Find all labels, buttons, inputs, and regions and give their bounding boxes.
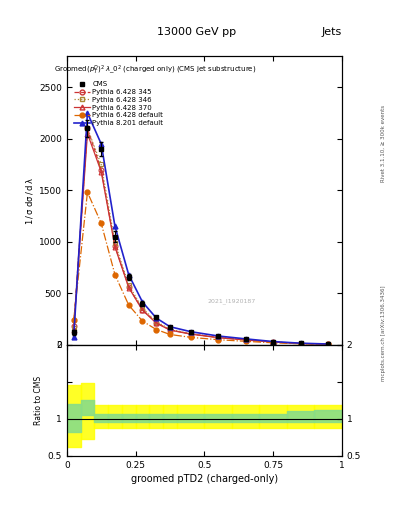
Pythia 8.201 default (154, 315, 159, 321)
Pythia 6.428 370 (188, 331, 193, 337)
Pythia 6.428 370 (216, 334, 220, 340)
Pythia 6.428 345 (188, 331, 193, 337)
Pythia 6.428 370 (72, 327, 76, 333)
Pythia 6.428 default (188, 334, 193, 340)
Pythia 6.428 346 (243, 336, 248, 343)
Pythia 8.201 default (326, 341, 331, 347)
Pythia 8.201 default (85, 110, 90, 116)
Pythia 6.428 default (326, 341, 331, 347)
Legend: CMS, Pythia 6.428 345, Pythia 6.428 346, Pythia 6.428 370, Pythia 6.428 default,: CMS, Pythia 6.428 345, Pythia 6.428 346,… (73, 80, 165, 127)
Pythia 6.428 345 (99, 166, 104, 173)
Pythia 6.428 default (72, 317, 76, 323)
Pythia 8.201 default (243, 336, 248, 342)
Text: Groomed$(p_T^D)^2\,\lambda\_0^2$ (charged only) (CMS jet substructure): Groomed$(p_T^D)^2\,\lambda\_0^2$ (charge… (53, 63, 256, 77)
Pythia 6.428 default (168, 331, 173, 337)
Pythia 6.428 345 (168, 327, 173, 333)
Pythia 6.428 345 (243, 337, 248, 343)
Pythia 8.201 default (127, 272, 131, 278)
Pythia 6.428 370 (271, 339, 275, 345)
Pythia 6.428 346 (188, 331, 193, 337)
Pythia 6.428 346 (216, 334, 220, 340)
Line: Pythia 6.428 370: Pythia 6.428 370 (71, 131, 331, 347)
Line: Pythia 6.428 default: Pythia 6.428 default (71, 190, 331, 347)
Pythia 6.428 370 (99, 168, 104, 175)
Pythia 6.428 default (271, 340, 275, 346)
Y-axis label: Ratio to CMS: Ratio to CMS (35, 376, 43, 425)
Pythia 6.428 default (216, 336, 220, 343)
Pythia 6.428 370 (326, 341, 331, 347)
Pythia 6.428 345 (326, 341, 331, 347)
Pythia 6.428 345 (298, 340, 303, 347)
Pythia 6.428 345 (271, 339, 275, 345)
Pythia 8.201 default (271, 338, 275, 345)
Pythia 6.428 345 (140, 307, 145, 313)
Text: 13000 GeV pp: 13000 GeV pp (157, 27, 236, 37)
Pythia 6.428 370 (85, 131, 90, 137)
Pythia 6.428 346 (326, 341, 331, 347)
Pythia 6.428 370 (154, 320, 159, 326)
Pythia 6.428 370 (140, 307, 145, 313)
Pythia 6.428 370 (113, 244, 118, 250)
Pythia 6.428 default (154, 327, 159, 333)
Pythia 6.428 370 (298, 340, 303, 347)
Line: Pythia 6.428 345: Pythia 6.428 345 (71, 126, 331, 347)
Pythia 6.428 default (113, 272, 118, 278)
Pythia 6.428 346 (127, 282, 131, 288)
Pythia 6.428 default (127, 302, 131, 308)
Text: 2021_I1920187: 2021_I1920187 (208, 298, 256, 304)
Pythia 6.428 346 (154, 318, 159, 325)
Pythia 6.428 370 (243, 337, 248, 343)
Pythia 6.428 default (99, 220, 104, 226)
Pythia 6.428 345 (154, 319, 159, 326)
Pythia 6.428 default (298, 341, 303, 347)
Pythia 6.428 346 (113, 240, 118, 246)
Pythia 6.428 346 (140, 305, 145, 311)
Pythia 6.428 346 (85, 125, 90, 132)
Pythia 6.428 370 (127, 285, 131, 291)
Pythia 8.201 default (140, 299, 145, 305)
Line: Pythia 6.428 346: Pythia 6.428 346 (71, 126, 331, 347)
Pythia 6.428 345 (127, 284, 131, 290)
Pythia 8.201 default (298, 340, 303, 346)
Text: Jets: Jets (321, 27, 342, 37)
Pythia 6.428 346 (168, 326, 173, 332)
Pythia 6.428 345 (85, 125, 90, 132)
Pythia 6.428 346 (72, 325, 76, 331)
Pythia 6.428 default (85, 189, 90, 196)
Pythia 8.201 default (188, 329, 193, 335)
Pythia 6.428 346 (271, 339, 275, 345)
Pythia 6.428 345 (113, 243, 118, 249)
Pythia 6.428 default (243, 338, 248, 345)
Pythia 8.201 default (216, 333, 220, 339)
Line: Pythia 8.201 default: Pythia 8.201 default (71, 111, 331, 347)
Pythia 6.428 346 (298, 340, 303, 347)
Pythia 8.201 default (99, 141, 104, 147)
Text: Rivet 3.1.10, ≥ 300k events: Rivet 3.1.10, ≥ 300k events (381, 105, 386, 182)
Pythia 6.428 345 (216, 334, 220, 340)
X-axis label: groomed pTD2 (charged-only): groomed pTD2 (charged-only) (131, 474, 278, 484)
Pythia 6.428 default (140, 318, 145, 324)
Pythia 6.428 370 (168, 327, 173, 333)
Pythia 6.428 345 (72, 323, 76, 329)
Pythia 6.428 346 (99, 161, 104, 167)
Pythia 8.201 default (72, 334, 76, 340)
Pythia 8.201 default (113, 223, 118, 229)
Text: mcplots.cern.ch [arXiv:1306.3436]: mcplots.cern.ch [arXiv:1306.3436] (381, 285, 386, 380)
Y-axis label: $\mathrm{1\,/\,\sigma\;d\sigma\,/\,d\,\lambda}$: $\mathrm{1\,/\,\sigma\;d\sigma\,/\,d\,\l… (24, 177, 35, 225)
Pythia 8.201 default (168, 324, 173, 330)
